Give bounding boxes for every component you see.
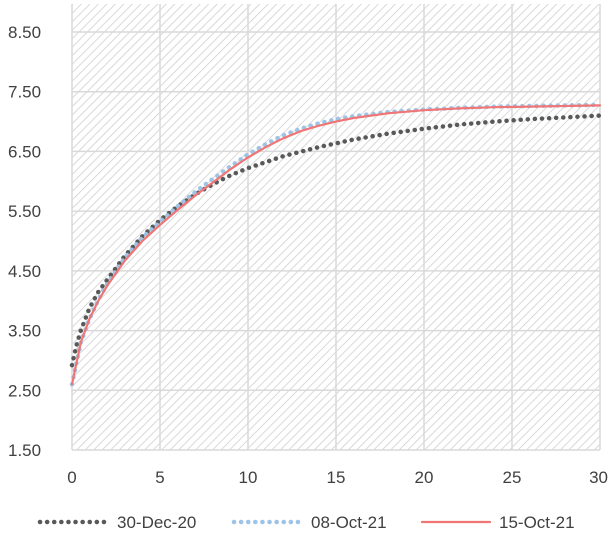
legend-label: 08-Oct-21 [311, 513, 387, 532]
y-tick-label: 1.50 [8, 441, 41, 460]
x-tick-label: 0 [67, 468, 76, 487]
gridlines [71, 4, 601, 451]
x-tick-label: 10 [239, 468, 258, 487]
legend-label: 15-Oct-21 [499, 513, 575, 532]
x-tick-label: 20 [415, 468, 434, 487]
legend-label: 30-Dec-20 [117, 513, 196, 532]
x-tick-label: 30 [589, 468, 608, 487]
y-tick-label: 3.50 [8, 322, 41, 341]
y-tick-label: 8.50 [8, 23, 41, 42]
y-tick-label: 6.50 [8, 142, 41, 161]
x-tick-label: 5 [155, 468, 164, 487]
axes: 1.50 2.50 3.50 4.50 5.50 6.50 7.50 8.50 0 5 10 15 20… [8, 23, 608, 487]
y-tick-label: 4.50 [8, 262, 41, 281]
x-tick-label: 25 [503, 468, 522, 487]
series-line-1 [69, 113, 603, 368]
x-tick-label: 15 [327, 468, 346, 487]
y-tick-label: 2.50 [8, 381, 41, 400]
y-tick-label: 7.50 [8, 83, 41, 102]
y-tick-label: 5.50 [8, 202, 41, 221]
series-lines [69, 102, 603, 387]
series-line-3 [70, 104, 602, 386]
legend: 30-Dec-20 08-Oct-21 15-Oct-21 [37, 513, 575, 532]
